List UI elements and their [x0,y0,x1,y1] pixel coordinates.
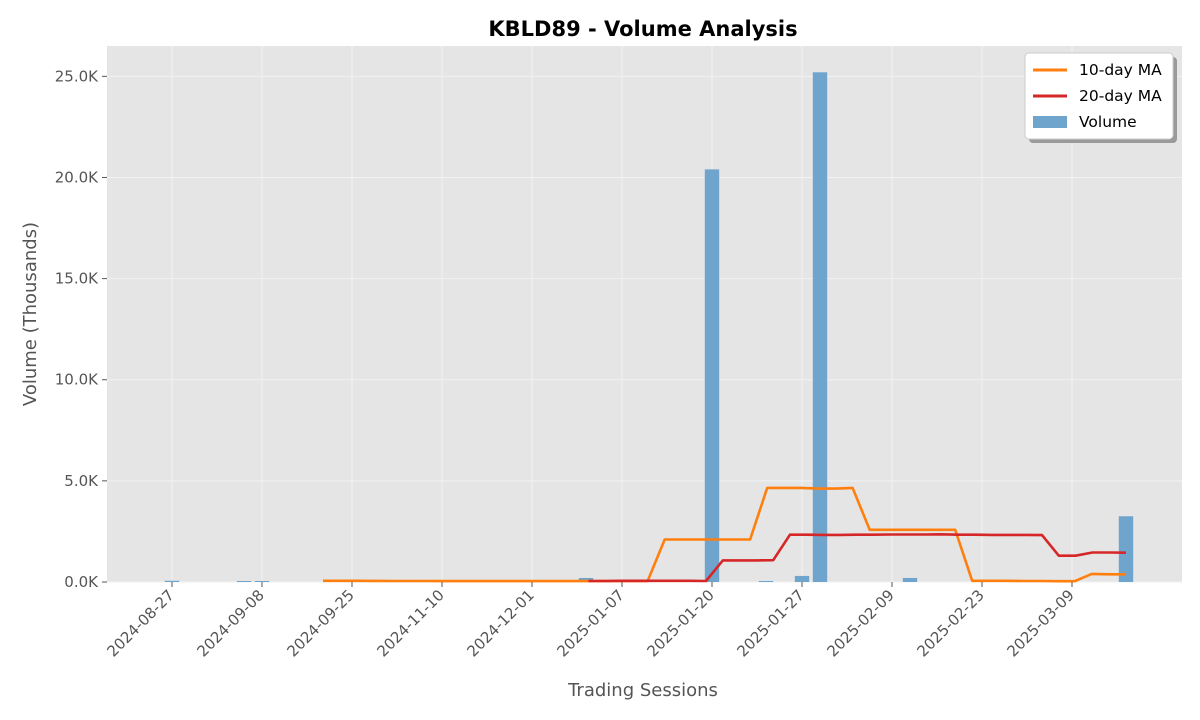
y-tick-label: 0.0K [64,573,99,591]
x-axis-label: Trading Sessions [567,680,718,701]
volume-bar [704,169,720,582]
volume-bar [812,72,828,582]
legend-label-20day: 20-day MA [1079,87,1162,105]
y-tick-label: 20.0K [55,168,99,186]
moving-average-lines [323,486,1127,583]
line-10-day-ma [323,486,1126,583]
chart-title: KBLD89 - Volume Analysis [488,17,797,41]
y-tick-label: 10.0K [55,371,99,389]
legend-label-10day: 10-day MA [1079,61,1162,79]
volume-bar [902,577,918,582]
volume-bar [164,580,180,582]
plot-area [107,46,1182,582]
volume-bars [164,72,1134,582]
y-tick-label: 15.0K [55,270,99,288]
y-tick-label: 5.0K [64,472,99,490]
y-axis-label: Volume (Thousands) [20,222,41,406]
y-tick-label: 25.0K [55,67,99,85]
volume-bar [794,575,810,582]
volume-bar [236,580,252,582]
volume-bar [1118,516,1134,582]
legend-swatch-volume [1033,116,1067,128]
line-20-day-ma [588,533,1127,583]
volume-bar [758,580,774,582]
volume-bar [254,580,270,582]
legend-label-volume: Volume [1079,113,1137,131]
legend: 10-day MA 20-day MA Volume [1024,52,1177,143]
grid-lines [107,46,1182,583]
